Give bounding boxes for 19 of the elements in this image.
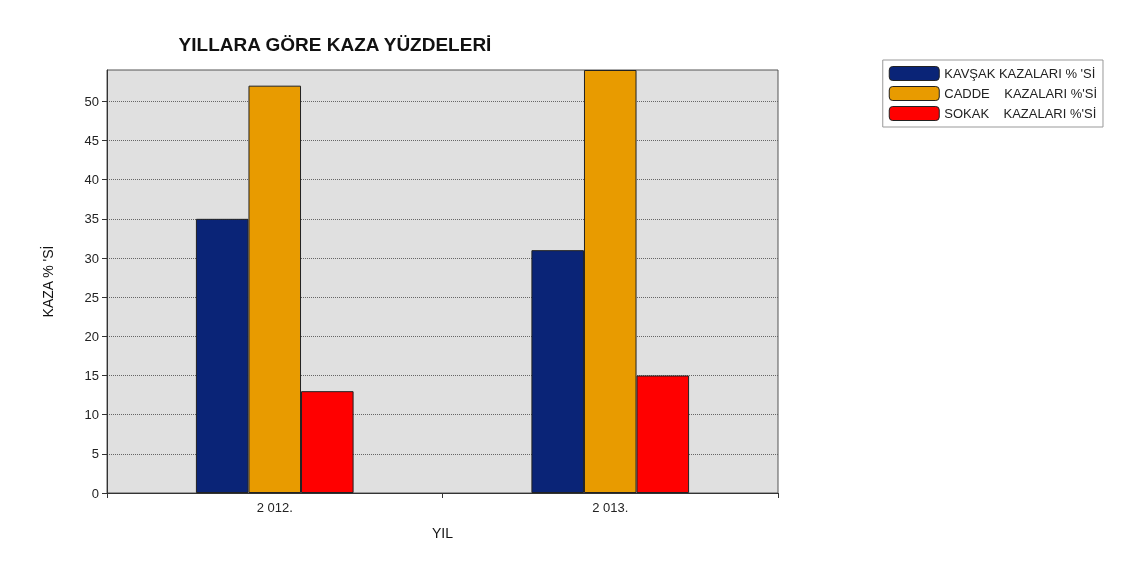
y-tick-label: 0 <box>91 485 99 501</box>
x-axis-title: YIL <box>431 525 454 541</box>
legend-label: SOKAK KAZALARI %'Sİ <box>944 106 1097 121</box>
x-tick-label: 2 012. <box>256 500 293 515</box>
legend-label: CADDE KAZALARI %'Sİ <box>944 86 1098 101</box>
y-tick-label: 45 <box>84 133 99 148</box>
y-tick-label: 40 <box>84 172 99 188</box>
y-tick-label: 35 <box>84 211 99 227</box>
y-tick-label: 15 <box>84 368 99 383</box>
y-tick-label: 25 <box>84 289 99 305</box>
y-tick-label: 10 <box>84 407 99 423</box>
y-axis-title: KAZA % 'Sİ <box>39 245 56 318</box>
y-tick-label: 20 <box>84 328 99 344</box>
y-tick-label: 50 <box>84 93 99 109</box>
legend-label: KAVŞAK KAZALARI % 'Sİ <box>944 66 1096 81</box>
y-tick-label: 5 <box>91 446 99 462</box>
y-tick-label: 30 <box>84 250 99 266</box>
x-tick-label: 2 013. <box>592 500 629 515</box>
chart-title: YILLARA GÖRE KAZA YÜZDELERİ <box>178 34 492 55</box>
